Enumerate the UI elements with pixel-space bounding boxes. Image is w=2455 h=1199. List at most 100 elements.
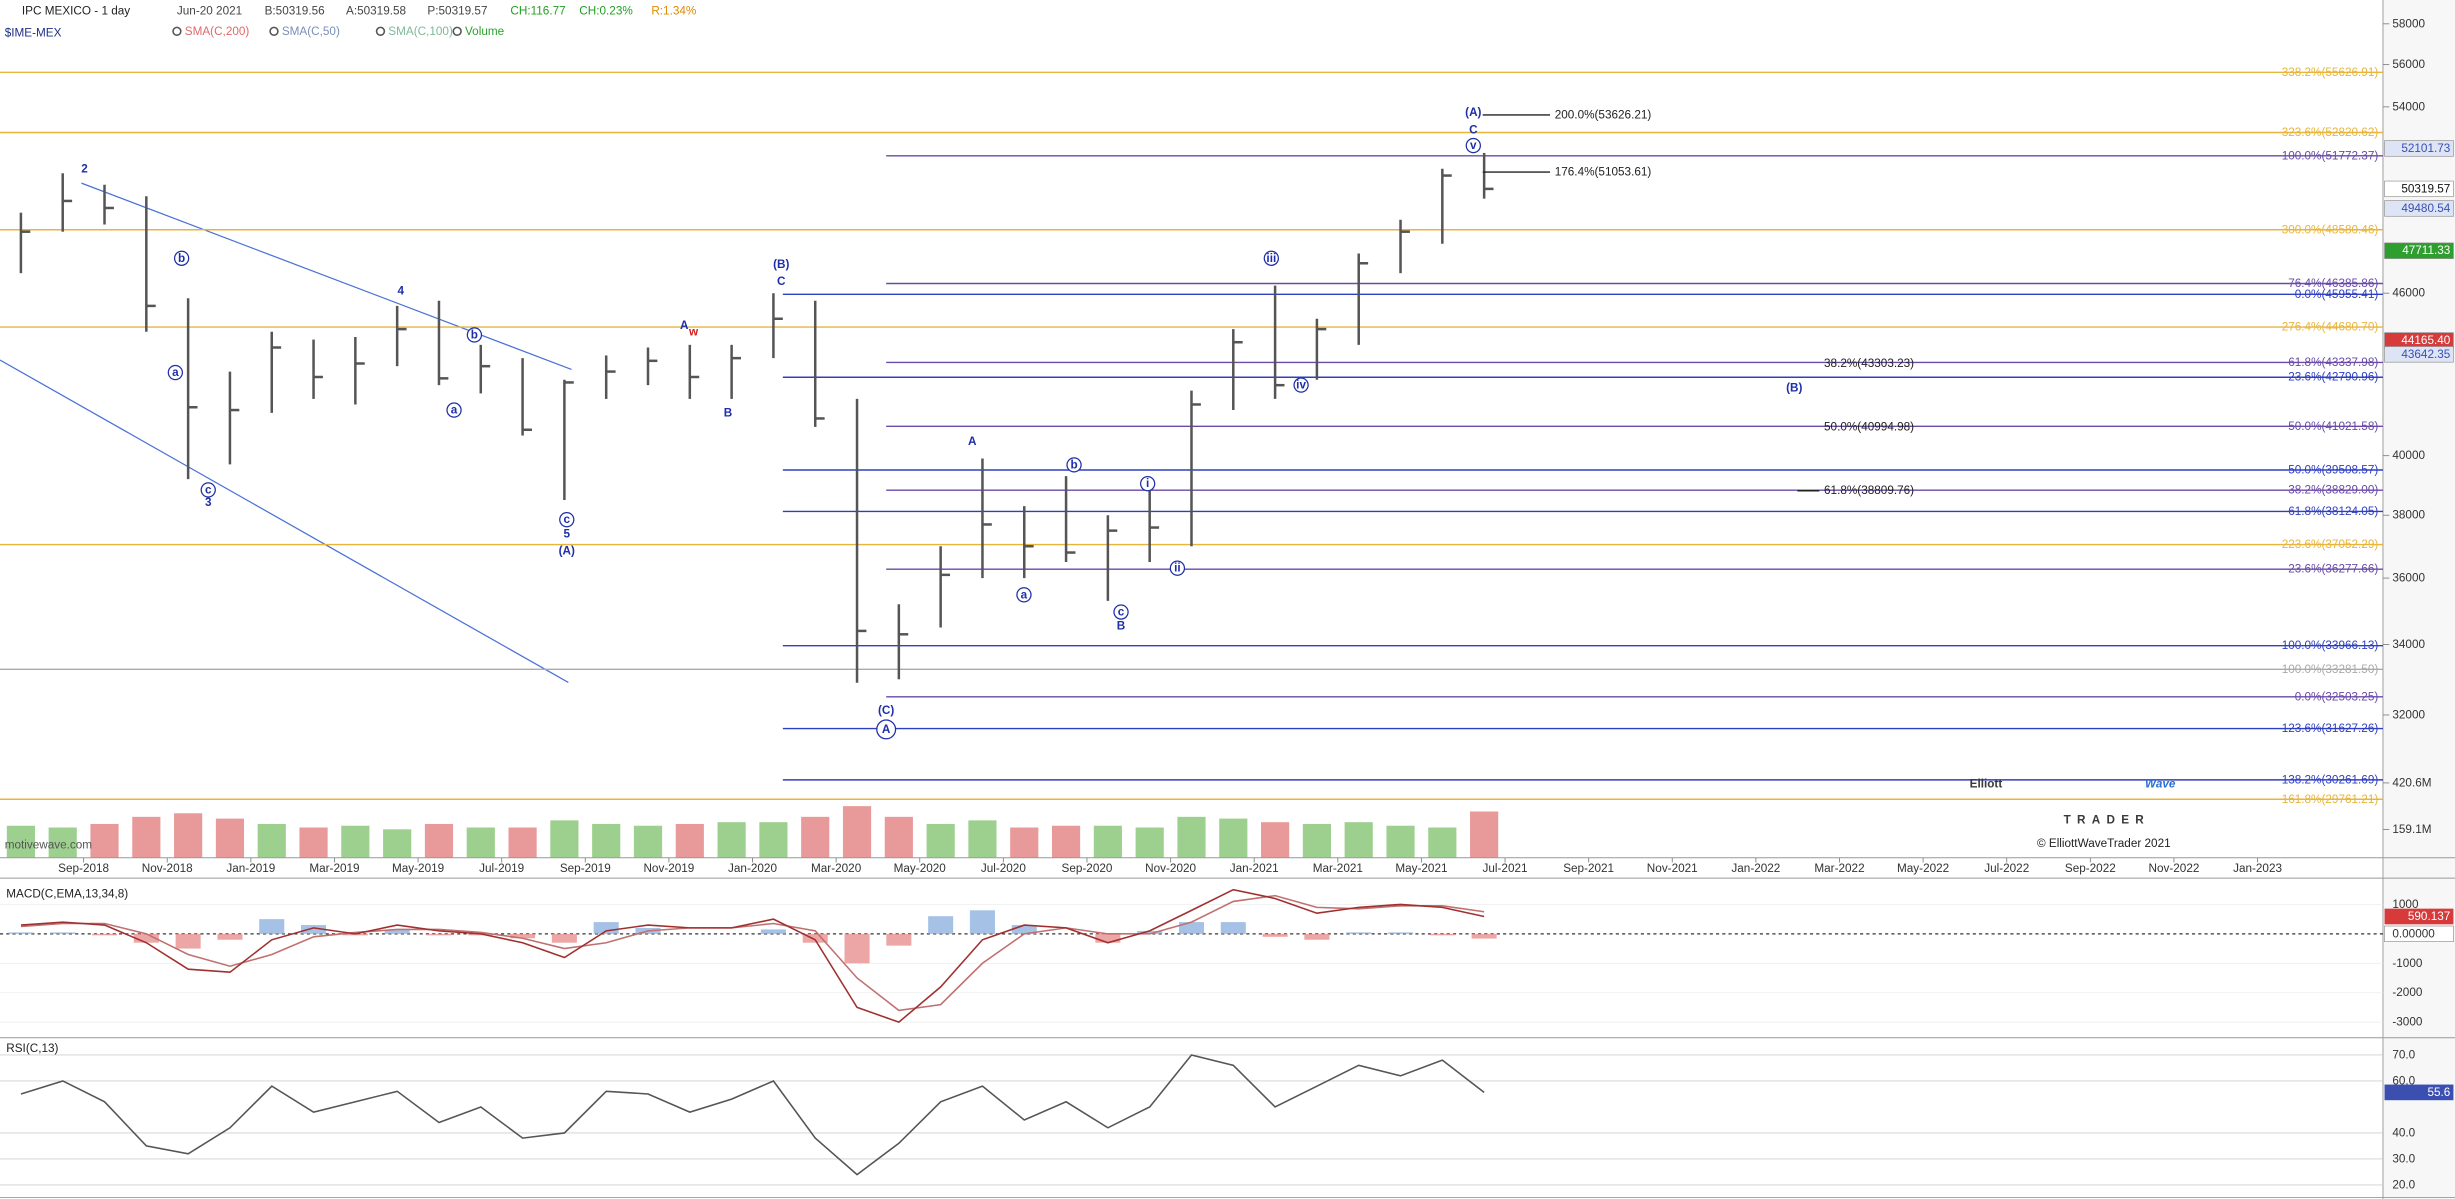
wave-label: 2 [81,163,88,176]
x-tick-label: Jan-2019 [226,862,275,875]
price-marker-label: 47711.33 [2402,244,2451,257]
fib-level-label: 50.0%(39508.57) [2288,463,2378,476]
y-tick-label: 30.0 [2392,1152,2415,1165]
fib-level-label: 0.0%(32503.25) [2295,690,2379,703]
wave-circle [1293,377,1309,393]
watermark: motivewave.com [5,839,92,852]
x-tick-label: Nov-2021 [1647,862,1698,875]
volume-bar [424,823,454,858]
fib-level-label: 223.6%(37052.29) [2282,538,2379,551]
volume-bar [1219,818,1248,858]
volume-bar [1135,827,1164,858]
wave-label: (A) [559,544,575,557]
logo-word: TRADER [2064,814,2150,827]
indicator-icon [172,26,182,37]
macd-histogram [802,933,828,943]
volume-tick-label: 159.1M [2392,823,2431,836]
volume-bar [1093,825,1122,858]
macd-marker [2384,908,2454,925]
logo-word: Elliott [1970,778,2003,791]
macd-histogram [1137,930,1163,934]
macd-histogram [886,933,912,946]
macd-histogram [1095,933,1121,943]
volume-bar [508,827,537,858]
callout-label: 38.2%(43303.23) [1824,357,1914,370]
levels: 338.2%(55626.91) 323.6%(52820.62) 100.0%(5… [0,66,2383,806]
macd-histogram [301,925,327,934]
fib-level-label: 0.0%(45955.41) [2295,288,2379,301]
rsi-marker-label: 55.6 [2427,1086,2450,1099]
x-tick-label: Mar-2019 [309,862,359,875]
price-marker-label: 43642.35 [2401,348,2450,361]
wave-circle [1113,604,1129,620]
wave-label: B [724,407,732,420]
fib-level-label: 161.8%(29761.21) [2282,793,2379,806]
x-tick-label: Nov-2018 [142,862,193,875]
y-tick-label: 34000 [2392,638,2425,651]
macd-histogram [969,910,995,934]
callout-label: 176.4%(51053.61) [1555,166,1652,179]
fib-level-label: 23.6%(42790.96) [2288,371,2378,384]
price-marker-label: 49480.54 [2401,202,2450,215]
wave-label: w [688,325,699,338]
y-tick-label: 1000 [2392,898,2419,911]
volume-bar [6,825,35,858]
wave-label: (A) [1465,106,1481,119]
wave-circle [1465,137,1481,154]
wave-circle [1169,560,1186,576]
y-tick-label: 36000 [2392,572,2425,585]
wave-circle [200,482,216,498]
volume-bar [215,818,245,858]
wave-label: iii [1266,252,1276,265]
x-tick-label: Mar-2020 [811,862,862,875]
macd-histogram [551,933,577,943]
x-tick-label: Sep-2022 [2065,862,2116,875]
wave-label: a [451,404,458,417]
macd-histogram [1178,922,1205,934]
fib-level-label: 50.0%(41021.58) [2288,420,2378,433]
wave-circle [446,402,462,418]
macd-line [20,888,1485,1024]
y-tick-label: -3000 [2392,1016,2422,1029]
x-tick-label: Mar-2022 [1814,862,1864,875]
volume-bar [132,816,161,858]
logo-word: Wave [2145,778,2176,791]
macd-histogram [760,929,786,934]
price-marker [2384,242,2454,259]
wave-circle [1139,475,1156,492]
quote-item: R:1.34% [651,4,697,17]
volume-bar [592,823,621,858]
wave-circle [559,512,575,528]
volume-bar [717,822,746,858]
y-tick-label: 54000 [2392,100,2425,113]
x-tick-label: Mar-2021 [1313,862,1363,875]
volume-bar [299,827,328,858]
indicator-icon [452,26,462,37]
indicator-icon [375,26,386,37]
fib-level-label: 100.0%(51772.37) [2282,149,2379,162]
macd-histogram [384,929,410,934]
volume-bar [1428,827,1457,858]
chart-title: IPC MEXICO - 1 day [22,4,130,17]
volume-bar [1344,822,1373,858]
wave-circle [1066,457,1082,473]
y-tick-label: 40000 [2392,449,2425,462]
y-tick-label: 46000 [2392,287,2425,300]
x-tick-label: Jan-2021 [1230,862,1279,875]
volume-bar [968,820,997,858]
volume-bar [1051,825,1081,858]
macd-histogram [1387,932,1414,934]
x-tick-label: Jul-2022 [1984,862,2029,875]
price-marker-label: 44165.40 [2401,334,2450,347]
wave-label: C [1469,123,1478,136]
rsi-title: RSI(C,13) [6,1042,58,1055]
macd-histogram [8,932,34,934]
fib-level-label: 323.6%(52820.62) [2282,126,2379,139]
trend-line [0,359,569,684]
wave-label: a [172,366,179,379]
wave-label: b [178,252,185,265]
x-tick-label: Nov-2020 [1145,862,1196,875]
wave-label: c [205,483,212,496]
wave-label: a [1021,588,1028,601]
